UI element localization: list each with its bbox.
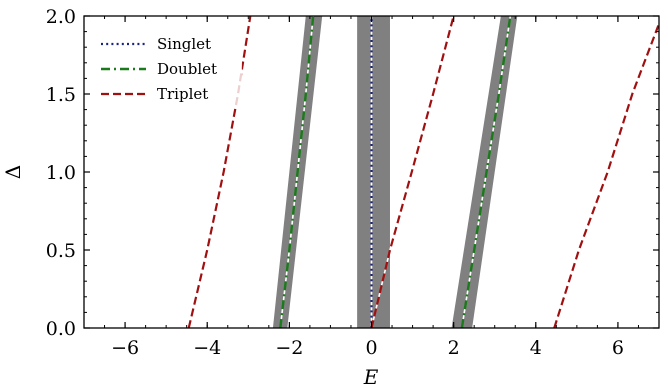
y-axis-label: Δ <box>1 165 25 179</box>
legend-label-doublet: Doublet <box>157 60 217 78</box>
doublet-line-2 <box>460 16 512 328</box>
triplet-line-2 <box>370 16 455 328</box>
lines-layer <box>187 16 659 328</box>
x-tick-label: 2 <box>448 337 460 359</box>
x-tick-label: −2 <box>275 337 303 359</box>
legend-label-singlet: Singlet <box>157 35 211 53</box>
y-tick-label: 0.0 <box>46 318 76 340</box>
x-tick-label: 4 <box>530 337 542 359</box>
triplet-line-3 <box>553 23 659 328</box>
ticks-layer: −6 −4 −2 0 2 4 6 0.0 0.5 1.0 1.5 2.0 <box>46 6 660 359</box>
doublet-line-1 <box>279 16 315 328</box>
doublet-band-right <box>451 16 518 328</box>
y-tick-label: 1.5 <box>46 84 76 106</box>
y-tick-label: 0.5 <box>46 240 76 262</box>
x-tick-label: −4 <box>193 337 221 359</box>
y-tick-label: 2.0 <box>46 6 76 28</box>
x-tick-label: −6 <box>111 337 139 359</box>
legend: Singlet Doublet Triplet <box>92 26 242 108</box>
triplet-line-1 <box>187 16 252 328</box>
legend-label-triplet: Triplet <box>157 85 208 103</box>
x-axis-label: E <box>363 365 379 389</box>
x-tick-label: 6 <box>612 337 624 359</box>
x-tick-label: 0 <box>365 337 377 359</box>
singlet-band <box>357 16 390 328</box>
y-tick-label: 1.0 <box>46 162 76 184</box>
